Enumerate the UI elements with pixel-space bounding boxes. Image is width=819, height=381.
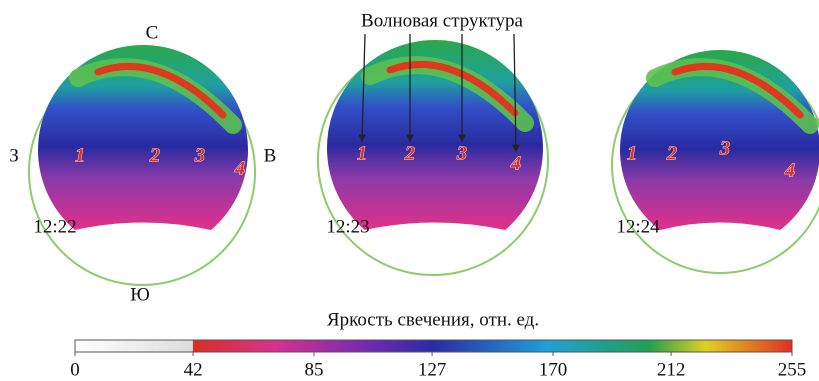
compass-south: Ю — [130, 284, 150, 305]
colorbar-label: Яркость свечения, отн. ед. — [327, 309, 539, 330]
panel-time: 12:24 — [616, 216, 660, 237]
structure-number: 4 — [784, 160, 795, 182]
structure-number: 4 — [234, 158, 245, 180]
colorbar-tick-label: 212 — [657, 359, 686, 380]
structure-number: 3 — [194, 145, 205, 167]
structure-number: 2 — [149, 145, 160, 167]
structure-number: 4 — [510, 153, 521, 175]
compass-north: С — [146, 22, 159, 43]
structure-number: 1 — [627, 143, 637, 165]
figure: С З В Ю Волновая структура Яркость свече… — [0, 0, 819, 381]
annotation: Волновая структура — [361, 10, 523, 31]
structure-number: 3 — [456, 143, 467, 165]
panel-time: 12:22 — [33, 216, 76, 237]
structure-number: 1 — [357, 143, 367, 165]
page: С З В Ю Волновая структура Яркость свече… — [0, 0, 819, 381]
structure-number: 2 — [404, 143, 415, 165]
colorbar-tick-label: 0 — [70, 359, 80, 380]
sky-panel — [29, 45, 255, 285]
panel-time: 12:23 — [326, 216, 369, 237]
colorbar-tick-label: 170 — [539, 359, 568, 380]
colorbar-tick-label: 42 — [184, 359, 203, 380]
colorbar-tick-label: 255 — [778, 359, 807, 380]
structure-number: 1 — [75, 145, 85, 167]
colorbar — [75, 340, 792, 352]
structure-number: 2 — [666, 143, 677, 165]
colorbar-tick-label: 127 — [418, 359, 447, 380]
structure-number: 3 — [719, 138, 730, 160]
compass-west: З — [9, 145, 19, 166]
colorbar-tick-label: 85 — [305, 359, 324, 380]
compass-east: В — [264, 145, 277, 166]
